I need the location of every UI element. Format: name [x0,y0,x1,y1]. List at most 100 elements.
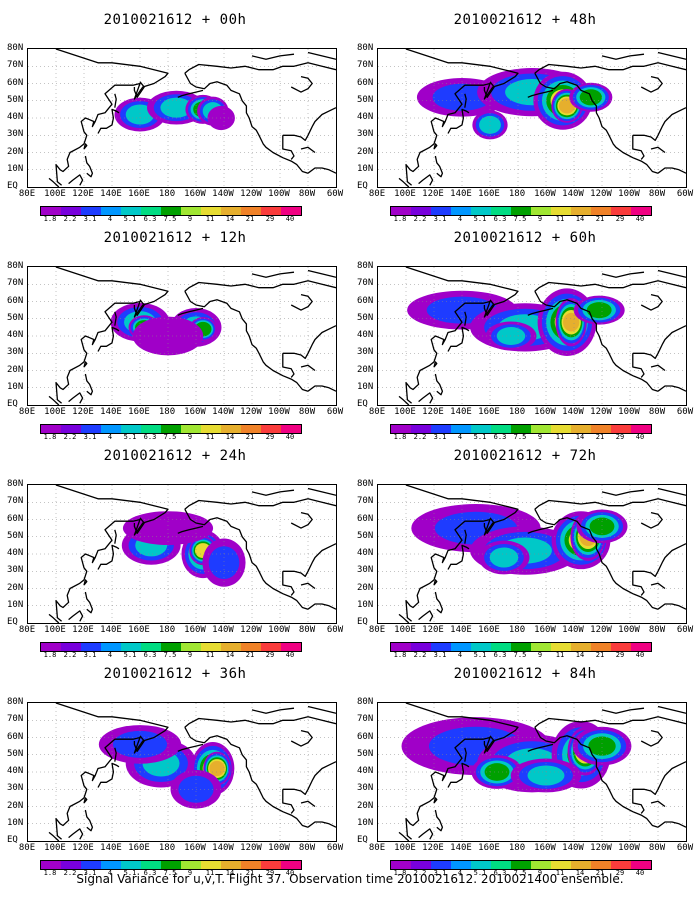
coastline [300,364,316,372]
colorbar-label: 5.1 [123,651,137,659]
coastline [55,49,169,186]
coastline [534,280,686,292]
panel-title: 2010021612 + 84h [453,666,597,682]
coastline [405,485,519,622]
longitude-label: 160W [184,843,206,853]
coastline [55,485,169,622]
colorbar-swatch [121,643,141,651]
variance-contour [563,312,580,332]
colorbar-swatch [511,425,531,433]
latitude-label: 40N [7,766,24,776]
colorbar-swatch [261,207,281,215]
colorbar-label: 3.1 [433,433,447,441]
colorbar-label: 1.8 [43,215,57,223]
colorbar-swatch [431,207,451,215]
variance-contour [208,546,240,580]
colorbar-label: 3.1 [83,651,97,659]
latitude-label: 30N [357,129,374,140]
latitude-label: EQ [357,181,368,191]
longitude-label: 120E [72,189,94,199]
colorbar-label: 7.5 [163,651,177,659]
panel-title: 2010021612 + 00h [103,12,247,28]
latitude-label: 30N [7,565,24,576]
longitude-label: 180 [158,625,176,635]
colorbar-label: 5.1 [123,869,137,877]
coastline [657,487,686,496]
longitude-label: 80E [368,407,386,417]
colorbar [40,206,302,216]
coastline [601,53,645,60]
coastline [418,828,434,840]
colorbar-label: 21 [245,869,255,877]
colorbar-label: 1.8 [393,433,407,441]
coastline [83,143,88,150]
variance-map [27,48,337,188]
coastline [114,93,117,108]
latitude-label: 40N [7,548,24,558]
latitude-label: 20N [7,800,24,811]
variance-map [27,484,337,624]
colorbar-label: 29 [615,215,625,223]
coastline [282,761,336,796]
colorbar-swatch [591,861,611,869]
longitude-label: 60W [676,625,694,635]
map-canvas [28,485,336,623]
longitude-label: 100W [268,843,290,853]
coastline [650,364,666,372]
longitude-label: 100E [44,189,66,199]
latitude-label: 30N [357,783,374,794]
colorbar-label: 11 [555,215,565,223]
coastline [483,735,495,752]
colorbar-label: 2.2 [63,651,77,659]
coastline [48,613,60,623]
coastline [177,743,204,752]
longitude-label: 120W [590,843,612,853]
latitude-label: 20N [357,800,374,811]
coastline [632,107,686,142]
coastline [307,603,336,610]
colorbar-swatch [221,861,241,869]
colorbar-label: 2.2 [63,215,77,223]
longitude-label: 120W [240,843,262,853]
colorbar-swatch [201,207,221,215]
colorbar-label: 3.1 [433,869,447,877]
colorbar-label: 21 [245,433,255,441]
variance-contour [209,760,225,777]
coastline [84,591,94,614]
coastline [97,762,120,788]
coastline [282,543,336,578]
latitude-label: 60N [7,77,24,88]
colorbar-swatch [161,425,181,433]
coastline [300,582,316,590]
colorbar-swatch [81,861,101,869]
latitude-label: 20N [357,364,374,375]
latitude-label: 60N [357,77,374,88]
colorbar-swatch [631,861,651,869]
colorbar-swatch [531,861,551,869]
colorbar-label: 11 [205,215,215,223]
coastline [68,610,84,622]
coastline [307,487,336,496]
colorbar-label: 9 [187,433,193,441]
map-canvas [378,49,686,187]
coastline [447,108,470,134]
longitude-label: 120W [590,407,612,417]
coastline [48,831,60,841]
colorbar-label: 6.3 [143,215,157,223]
colorbar-label: 6.3 [143,651,157,659]
colorbar-swatch [631,643,651,651]
colorbar-label: 7.5 [513,215,527,223]
latitude-label: 10N [357,599,374,610]
colorbar-label: 2.2 [413,651,427,659]
coastline [657,167,686,174]
longitude-label: 100W [618,625,640,635]
longitude-label: 160E [478,625,500,635]
coastline [300,800,316,808]
colorbar-label: 2.2 [63,433,77,441]
latitude-label: 70N [357,60,374,71]
latitude-label: 70N [357,496,374,507]
longitude-label: 180 [158,843,176,853]
longitude-label: 160W [184,407,206,417]
variance-contour [586,302,612,319]
longitude-label: 100W [618,843,640,853]
